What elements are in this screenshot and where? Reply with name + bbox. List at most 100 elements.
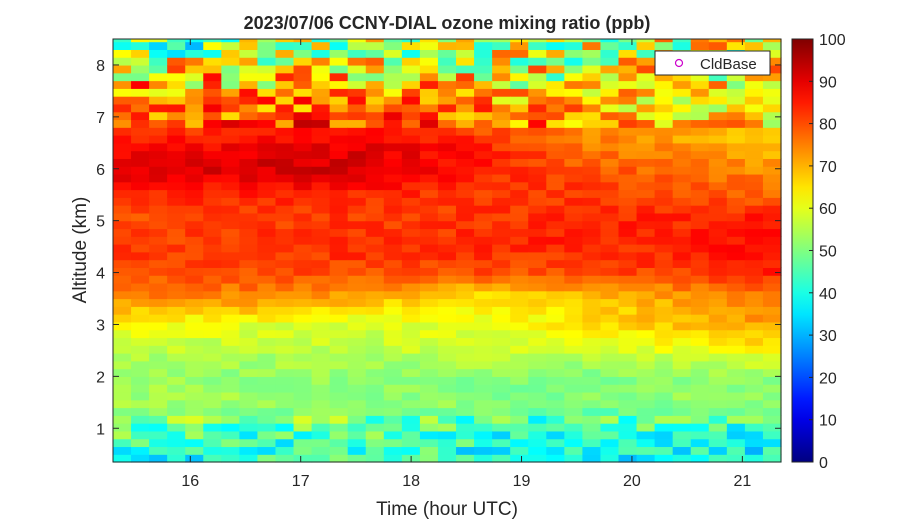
heatmap-cell: [167, 244, 186, 253]
heatmap-cell: [600, 80, 620, 89]
heatmap-cell: [113, 41, 132, 50]
heatmap-cell: [654, 415, 674, 424]
heatmap-cell: [275, 57, 295, 66]
heatmap-cell: [131, 150, 150, 159]
heatmap-cell: [167, 173, 186, 183]
heatmap-cell: [437, 423, 457, 432]
x-tick-label: 21: [733, 473, 751, 490]
heatmap-cell: [311, 212, 331, 222]
heatmap-cell: [474, 57, 493, 66]
heatmap-cell: [221, 446, 240, 455]
heatmap-cell: [167, 80, 186, 89]
heatmap-cell: [149, 80, 168, 89]
heatmap-cell: [762, 454, 782, 463]
heatmap-cell: [437, 166, 457, 175]
heatmap-cell: [239, 80, 259, 89]
heatmap-cell: [456, 384, 475, 393]
heatmap-cell: [762, 329, 782, 339]
heatmap-cell: [347, 259, 367, 268]
heatmap-cell: [149, 103, 168, 113]
heatmap-cell: [762, 259, 782, 268]
heatmap-cell: [131, 173, 150, 183]
heatmap-cell: [744, 127, 764, 136]
heatmap-cell: [546, 360, 565, 370]
heatmap-cell: [474, 321, 493, 331]
heatmap-cell: [203, 384, 222, 393]
heatmap-cell: [257, 290, 277, 300]
heatmap-cell: [636, 244, 656, 253]
heatmap-cell: [293, 415, 313, 424]
heatmap-cell: [347, 399, 367, 409]
heatmap-cell: [167, 142, 186, 152]
heatmap-cell: [744, 220, 764, 230]
heatmap-cell: [149, 407, 168, 416]
heatmap-cell: [636, 454, 656, 463]
heatmap-cell: [275, 329, 295, 339]
heatmap-cell: [329, 337, 349, 346]
heatmap-cell: [383, 197, 403, 206]
heatmap-cell: [257, 236, 277, 245]
heatmap-cell: [582, 197, 602, 206]
heatmap-cell: [636, 103, 656, 113]
heatmap-cell: [456, 314, 475, 323]
heatmap-cell: [510, 150, 529, 159]
heatmap-cell: [293, 244, 313, 253]
heatmap-cell: [762, 446, 782, 455]
colorbar-tick-label: 60: [819, 201, 837, 218]
heatmap-cell: [437, 88, 457, 97]
heatmap-cell: [257, 282, 277, 292]
heatmap-cell: [690, 337, 710, 346]
heatmap-cell: [546, 368, 565, 377]
heatmap-cell: [582, 446, 602, 455]
heatmap-cell: [437, 376, 457, 385]
heatmap-cell: [383, 88, 403, 97]
heatmap-cell: [528, 353, 547, 362]
heatmap-cell: [257, 454, 277, 463]
heatmap-cell: [510, 267, 529, 276]
heatmap-cell: [257, 446, 277, 455]
heatmap-cell: [672, 298, 692, 307]
heatmap-cell: [239, 345, 259, 354]
heatmap-cell: [546, 353, 565, 362]
heatmap-cell: [672, 446, 692, 455]
heatmap-cell: [347, 111, 367, 121]
heatmap-cell: [546, 423, 565, 432]
heatmap-cell: [492, 142, 511, 152]
heatmap-cell: [167, 259, 186, 268]
heatmap-cell: [347, 189, 367, 198]
heatmap-cell: [203, 64, 222, 74]
heatmap-cell: [293, 228, 313, 237]
heatmap-cell: [401, 80, 421, 89]
heatmap-cell: [492, 236, 511, 245]
heatmap-cell: [239, 454, 259, 463]
heatmap-cell: [383, 314, 403, 323]
heatmap-cell: [528, 290, 547, 300]
heatmap-cell: [221, 438, 240, 448]
heatmap-cell: [582, 212, 602, 222]
heatmap-cell: [185, 119, 204, 128]
heatmap-cell: [221, 391, 240, 401]
heatmap-cell: [437, 135, 457, 144]
heatmap-cell: [275, 298, 295, 307]
heatmap-cell: [203, 197, 222, 206]
heatmap-cell: [690, 290, 710, 300]
heatmap-cell: [257, 321, 277, 331]
heatmap-cell: [293, 64, 313, 74]
heatmap-cell: [492, 111, 511, 121]
heatmap-cell: [528, 329, 547, 339]
heatmap-cell: [618, 80, 638, 89]
heatmap-cell: [329, 407, 349, 416]
heatmap-cell: [582, 205, 602, 214]
heatmap-cell: [474, 376, 493, 385]
heatmap-cell: [762, 423, 782, 432]
heatmap-cell: [167, 329, 186, 339]
heatmap-cell: [275, 197, 295, 206]
heatmap-cell: [149, 189, 168, 198]
heatmap-cell: [528, 88, 547, 97]
heatmap-cell: [311, 360, 331, 370]
heatmap-cell: [113, 49, 132, 58]
heatmap-cell: [257, 72, 277, 82]
heatmap-cell: [239, 321, 259, 331]
heatmap-cell: [113, 306, 132, 315]
heatmap-cell: [293, 197, 313, 206]
